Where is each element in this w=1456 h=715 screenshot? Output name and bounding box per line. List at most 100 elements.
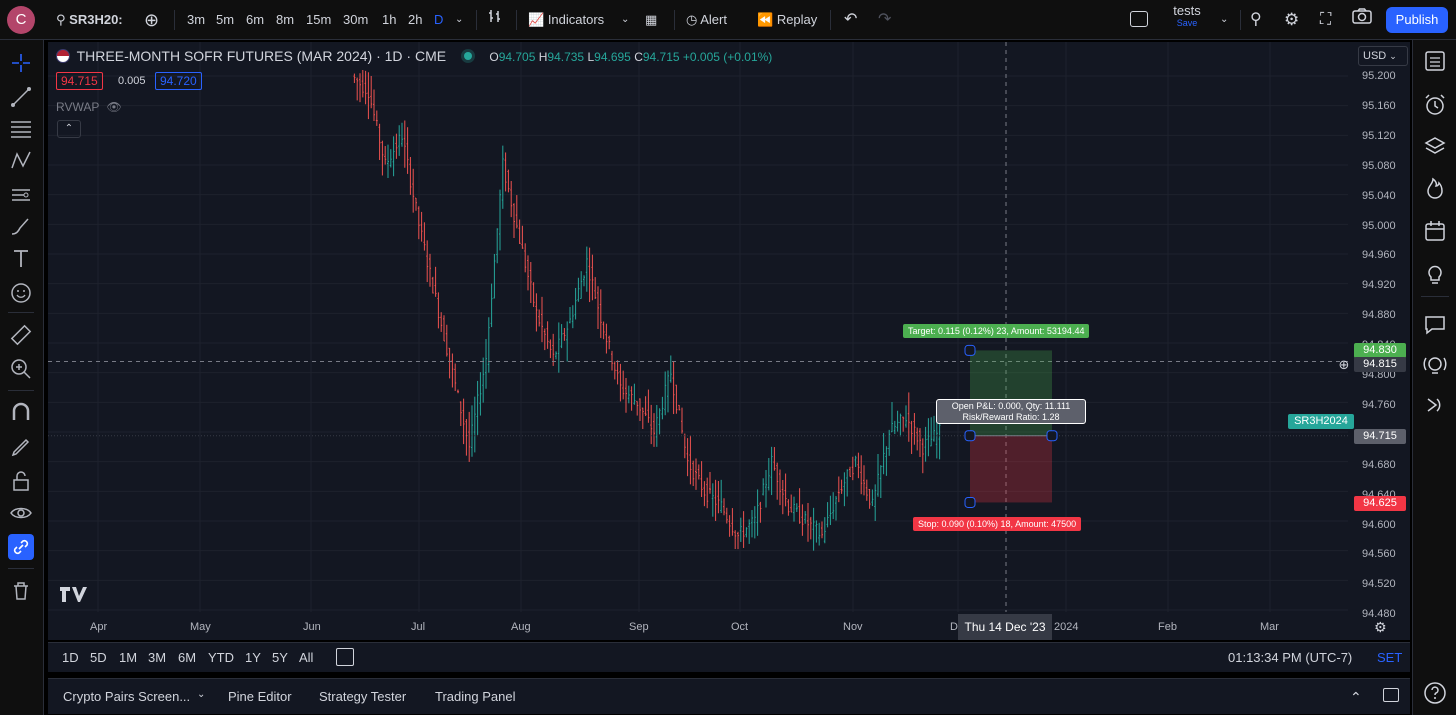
range-bar — [48, 642, 1410, 672]
range-6M[interactable]: 6M — [178, 650, 197, 665]
interval-8m[interactable]: 8m — [276, 12, 295, 27]
indicator-legend[interactable]: RVWAP 👁 — [56, 100, 122, 114]
price-chart[interactable] — [48, 42, 1410, 640]
currency-selector[interactable]: USD ⌄ — [1358, 46, 1408, 66]
low-label: L — [587, 50, 595, 64]
magnet-icon[interactable] — [8, 400, 34, 426]
collapse-legend-icon[interactable]: ⌃ — [57, 120, 81, 138]
fullscreen-layout-icon[interactable] — [1130, 11, 1148, 27]
pattern-icon[interactable] — [8, 148, 34, 174]
stop-zone[interactable] — [970, 435, 1052, 503]
crosshair-icon[interactable] — [8, 50, 34, 76]
eye-icon[interactable] — [8, 500, 34, 526]
lock-icon[interactable] — [8, 468, 34, 494]
undo-icon[interactable]: ↶ — [844, 11, 858, 28]
camera-icon[interactable] — [1352, 8, 1372, 32]
chevron-down-icon[interactable]: ⌄ — [621, 14, 630, 25]
trash-icon[interactable] — [8, 578, 34, 604]
session-set-button[interactable]: SET — [1377, 650, 1403, 665]
tab-strategy-tester[interactable]: Strategy Tester — [319, 689, 407, 704]
compare-add-icon[interactable]: ⊕ — [144, 10, 160, 30]
sell-button[interactable]: 94.715 — [56, 72, 103, 90]
tab-trading-panel[interactable]: Trading Panel — [435, 689, 516, 704]
text-icon[interactable] — [8, 246, 34, 272]
help-icon[interactable] — [1422, 680, 1448, 706]
interval-30m[interactable]: 30m — [343, 12, 369, 27]
replay-button[interactable]: ⏪ Replay — [757, 8, 817, 32]
chat-icon[interactable] — [1422, 312, 1448, 338]
add-alert-plus-icon[interactable]: ⊕ — [1338, 357, 1350, 372]
price-tick: 94.920 — [1362, 279, 1396, 292]
range-1D[interactable]: 1D — [62, 650, 79, 665]
chevron-down-icon[interactable]: ⌄ — [455, 14, 464, 25]
range-1M[interactable]: 1M — [119, 650, 138, 665]
interval-2h[interactable]: 2h — [408, 12, 423, 27]
position-handle[interactable] — [964, 430, 976, 442]
range-1Y[interactable]: 1Y — [245, 650, 261, 665]
calendar-icon[interactable] — [1422, 218, 1448, 244]
signals-play-icon[interactable] — [1422, 392, 1448, 418]
brush-icon[interactable] — [8, 214, 34, 240]
range-5D[interactable]: 5D — [90, 650, 107, 665]
buy-button[interactable]: 94.720 — [155, 72, 202, 90]
link-icon[interactable] — [8, 534, 34, 560]
alarm-clock-icon[interactable] — [1422, 92, 1448, 118]
price-tick: 94.520 — [1362, 578, 1396, 591]
target-label[interactable]: Target: 0.115 (0.12%) 23, Amount: 53194.… — [903, 324, 1090, 338]
stay-drawing-icon[interactable] — [8, 434, 34, 460]
symbol-search[interactable]: ⚲ SR3H20: — [56, 8, 123, 32]
interval-1h[interactable]: 1h — [382, 12, 397, 27]
ideas-bulb-icon[interactable] — [1422, 260, 1448, 286]
interval-6m[interactable]: 6m — [246, 12, 265, 27]
chevron-up-icon[interactable]: ⌃ — [1350, 689, 1362, 705]
publish-button[interactable]: Publish — [1386, 7, 1448, 33]
fib-retracement-icon[interactable] — [8, 116, 34, 142]
position-handle[interactable] — [964, 496, 976, 508]
layouts-icon[interactable]: ▦ — [645, 12, 658, 27]
drawing-toolbar — [0, 40, 44, 715]
bar-style-icon[interactable] — [487, 8, 503, 32]
redo-icon[interactable]: ↷ — [878, 11, 892, 28]
fullscreen-icon[interactable]: ⛶ — [1320, 11, 1332, 28]
prediction-icon[interactable] — [8, 182, 34, 208]
tab-pine-editor[interactable]: Pine Editor — [228, 689, 292, 704]
hotlist-fire-icon[interactable] — [1422, 176, 1448, 202]
open-pnl-text: Open P&L: 0.000, Qty: 11.111 — [951, 401, 1071, 411]
position-info-box[interactable]: Open P&L: 0.000, Qty: 11.111 Risk/Reward… — [936, 399, 1086, 424]
range-All[interactable]: All — [299, 650, 314, 665]
chevron-down-icon[interactable]: ⌄ — [197, 689, 206, 700]
indicators-button[interactable]: 📈 Indicators — [528, 8, 604, 32]
zoom-in-icon[interactable] — [8, 356, 34, 382]
position-handle[interactable] — [964, 344, 976, 356]
interval-D[interactable]: D — [434, 12, 444, 27]
position-handle[interactable] — [1046, 430, 1058, 442]
eye-hidden-icon[interactable]: 👁 — [106, 100, 122, 114]
symbol-title[interactable]: THREE-MONTH SOFR FUTURES (MAR 2024) · 1D… — [76, 48, 447, 64]
range-YTD[interactable]: YTD — [208, 650, 234, 665]
gear-icon[interactable]: ⚙ — [1284, 10, 1300, 29]
emoji-icon[interactable] — [8, 280, 34, 306]
interval-15m[interactable]: 15m — [306, 12, 332, 27]
clock[interactable]: 01:13:34 PM (UTC-7) — [1228, 650, 1353, 665]
ruler-icon[interactable] — [8, 322, 34, 348]
layers-icon[interactable] — [1422, 134, 1448, 160]
maximize-panel-icon[interactable] — [1383, 688, 1399, 702]
gear-icon[interactable]: ⚙ — [1374, 619, 1387, 635]
chart-pane[interactable] — [48, 42, 1410, 640]
tab-crypto-screener[interactable]: Crypto Pairs Screen... — [63, 689, 191, 704]
chevron-down-icon[interactable]: ⌄ — [1220, 14, 1229, 25]
alert-button[interactable]: ◷ Alert — [686, 8, 727, 32]
stop-label[interactable]: Stop: 0.090 (0.10%) 18, Amount: 47500 — [913, 517, 1082, 531]
quick-search-icon[interactable]: ⚲ — [1250, 11, 1262, 28]
user-avatar[interactable]: C — [7, 6, 35, 34]
range-5Y[interactable]: 5Y — [272, 650, 288, 665]
goto-date-icon[interactable] — [336, 648, 354, 666]
interval-5m[interactable]: 5m — [216, 12, 235, 27]
price-tick: 94.880 — [1362, 309, 1396, 322]
interval-3m[interactable]: 3m — [187, 12, 206, 27]
idea-stream-icon[interactable] — [1422, 352, 1448, 378]
watchlist-icon[interactable] — [1422, 48, 1448, 74]
layout-name[interactable]: tests Save — [1172, 3, 1202, 28]
trend-line-icon[interactable] — [8, 84, 34, 110]
range-3M[interactable]: 3M — [148, 650, 167, 665]
